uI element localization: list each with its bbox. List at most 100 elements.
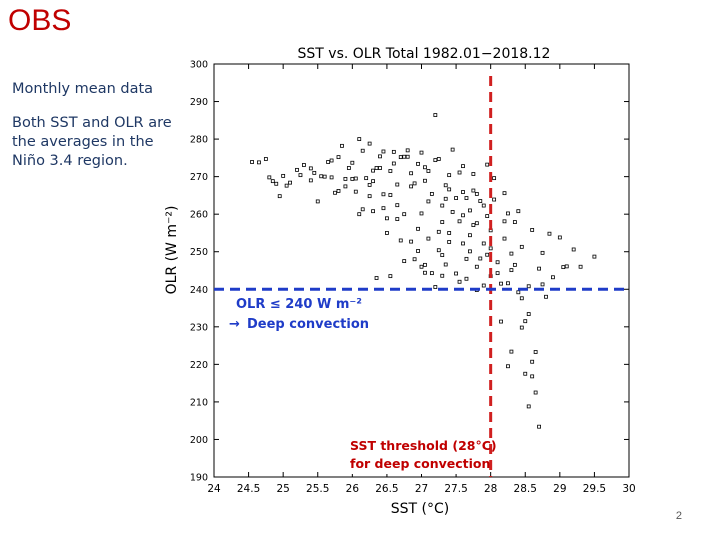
olr-annotation-line1: OLR ≤ 240 W m⁻²: [236, 297, 362, 312]
y-tick-label: 220: [190, 360, 208, 371]
data-point: [516, 290, 521, 295]
data-point: [346, 166, 351, 170]
data-point: [371, 179, 375, 184]
data-point: [485, 252, 490, 257]
data-point: [433, 285, 438, 289]
data-point: [429, 271, 434, 276]
data-point: [395, 217, 400, 221]
data-point: [440, 203, 445, 208]
data-point: [447, 187, 452, 192]
data-point: [371, 168, 375, 173]
slide-title: OBS: [8, 4, 72, 37]
data-point: [526, 312, 531, 316]
data-point: [519, 244, 524, 249]
data-point: [488, 246, 493, 251]
data-point: [378, 166, 382, 170]
data-point: [357, 137, 362, 141]
data-point: [571, 247, 576, 252]
y-tick-label: 210: [190, 397, 208, 408]
data-point: [509, 251, 514, 256]
data-point: [409, 184, 414, 189]
data-point: [433, 113, 438, 117]
data-point: [340, 143, 344, 148]
data-point: [423, 270, 427, 275]
x-tick-label: 29.5: [583, 483, 606, 495]
data-point: [426, 199, 431, 204]
data-point: [416, 226, 420, 231]
data-point: [405, 154, 410, 159]
data-point: [443, 183, 448, 188]
data-point: [471, 172, 476, 176]
data-point: [468, 233, 472, 238]
data-point: [440, 220, 445, 224]
data-point: [592, 254, 597, 259]
data-point: [447, 173, 452, 178]
data-point: [450, 147, 455, 152]
data-point: [312, 170, 317, 175]
data-point: [398, 238, 403, 243]
data-point: [464, 196, 469, 200]
data-point: [281, 173, 286, 178]
data-point: [519, 325, 524, 330]
data-point: [402, 212, 407, 217]
x-tick-label: 24.5: [237, 483, 260, 495]
sst-annotation-box: [348, 436, 488, 474]
data-point: [388, 274, 393, 279]
data-point: [516, 209, 521, 214]
data-point: [350, 160, 355, 165]
data-point: [440, 253, 445, 258]
data-point: [308, 178, 313, 183]
data-point: [523, 371, 528, 376]
data-point: [499, 281, 503, 286]
data-point: [526, 284, 531, 289]
data-point: [509, 268, 514, 273]
data-point: [485, 162, 490, 167]
data-point: [447, 240, 452, 244]
data-point: [426, 169, 431, 173]
data-point: [495, 271, 500, 276]
data-point: [412, 181, 417, 186]
y-tick-label: 270: [190, 172, 208, 183]
data-point: [454, 271, 458, 276]
data-point: [512, 262, 517, 267]
data-point: [364, 176, 369, 181]
y-tick-label: 200: [190, 435, 208, 446]
data-point: [391, 161, 396, 166]
page-number: 2: [675, 510, 682, 522]
x-tick-label: 29: [553, 483, 566, 495]
y-tick-label: 300: [190, 60, 208, 71]
data-point: [461, 164, 465, 169]
region-note: Both SST and OLR are the averages in the…: [12, 115, 172, 169]
data-point: [322, 174, 327, 179]
data-point: [478, 199, 483, 203]
data-point: [506, 211, 510, 216]
data-point: [474, 264, 479, 269]
data-point: [454, 196, 458, 200]
data-point: [302, 163, 306, 167]
data-point: [319, 174, 324, 179]
data-point: [474, 192, 479, 196]
data-point: [512, 220, 517, 224]
plot-frame: [213, 63, 630, 478]
deep-convection-arrow: →: [229, 317, 240, 332]
y-tick-label: 280: [190, 135, 208, 146]
data-point: [540, 282, 545, 287]
data-point: [298, 173, 303, 178]
xlabel: SST (°C): [391, 501, 449, 517]
data-point: [257, 160, 261, 165]
data-point: [447, 231, 452, 235]
data-point: [461, 190, 465, 194]
data-note: Monthly mean data: [12, 81, 154, 97]
data-point: [485, 214, 490, 218]
data-point: [385, 231, 389, 235]
data-point: [419, 264, 424, 269]
data-point: [277, 194, 282, 199]
data-point: [426, 236, 431, 241]
data-point: [478, 256, 483, 261]
data-point: [353, 189, 358, 194]
data-point: [360, 148, 365, 153]
data-point: [308, 166, 313, 171]
x-tick-label: 26: [346, 483, 360, 495]
data-point: [557, 235, 562, 240]
